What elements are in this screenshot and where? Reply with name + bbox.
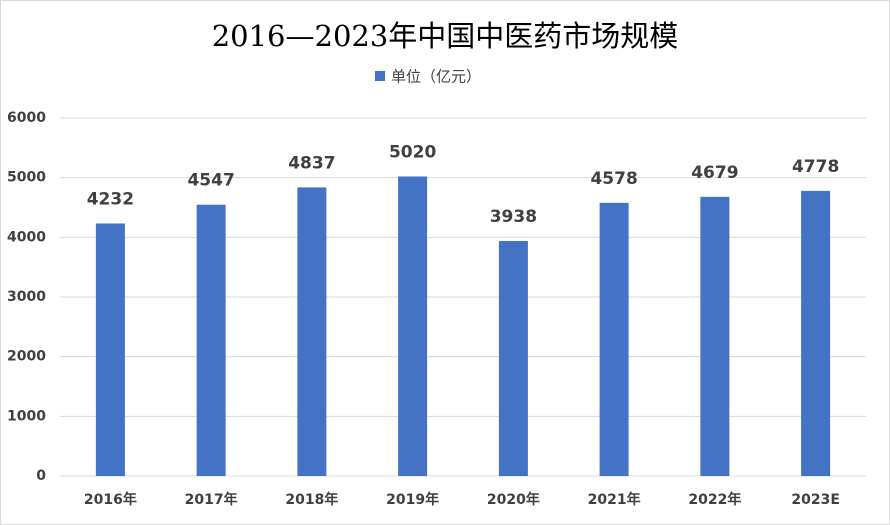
y-tick-label: 5000 bbox=[7, 170, 46, 186]
x-tick-label: 2016年 bbox=[84, 491, 137, 508]
bar bbox=[599, 202, 629, 476]
data-label: 4547 bbox=[187, 171, 234, 191]
y-tick-label: 2000 bbox=[7, 349, 46, 365]
bar bbox=[700, 196, 730, 476]
bar bbox=[196, 204, 226, 476]
x-tick-label: 2018年 bbox=[285, 491, 338, 508]
x-tick-label: 2022年 bbox=[688, 491, 741, 508]
data-label: 4232 bbox=[87, 189, 134, 209]
y-tick-label: 6000 bbox=[7, 110, 46, 126]
x-tick-label: 2021年 bbox=[588, 491, 641, 508]
data-label: 4837 bbox=[288, 153, 335, 173]
bar bbox=[95, 223, 125, 476]
data-label: 4679 bbox=[691, 163, 738, 183]
y-tick-label: 3000 bbox=[7, 289, 46, 305]
x-tick-label: 2017年 bbox=[185, 491, 238, 508]
bar bbox=[801, 190, 831, 477]
bar bbox=[398, 176, 428, 476]
y-tick-label: 0 bbox=[36, 468, 46, 484]
x-tick-label: 2023E bbox=[791, 492, 840, 508]
y-tick-label: 1000 bbox=[7, 408, 46, 424]
x-tick-label: 2020年 bbox=[487, 491, 540, 508]
chart-title: 2016—2023年中国中医药市场规模 bbox=[212, 19, 679, 53]
legend-swatch bbox=[375, 71, 385, 81]
x-tick-label: 2019年 bbox=[386, 491, 439, 508]
data-label: 4578 bbox=[590, 169, 637, 189]
bar bbox=[297, 187, 327, 476]
data-label: 4778 bbox=[792, 157, 839, 177]
data-label: 3938 bbox=[490, 207, 537, 227]
legend-label: 单位（亿元） bbox=[391, 68, 481, 86]
data-label: 5020 bbox=[389, 142, 436, 162]
y-tick-label: 4000 bbox=[7, 229, 46, 245]
bar bbox=[498, 241, 528, 476]
